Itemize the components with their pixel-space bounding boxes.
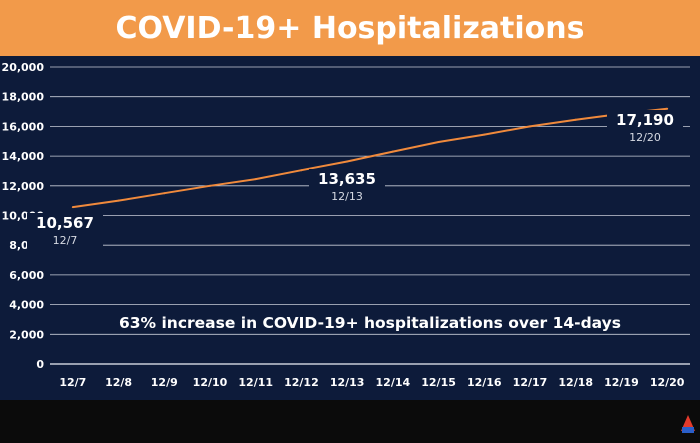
bottom-band [0, 400, 700, 443]
data-point [483, 133, 486, 136]
x-tick-label: 12/14 [376, 376, 411, 389]
data-point [71, 206, 74, 209]
chart-slide: COVID-19+ Hospitalizations 0 2,000 4,000 6,… [0, 0, 700, 400]
x-axis-ticks: 12/7 12/8 12/9 12/10 12/11 12/12 12/13 12/14 12/… [59, 376, 684, 389]
data-label-backdrop [607, 110, 683, 146]
chart-title: COVID-19+ Hospitalizations [115, 10, 585, 46]
data-label-date: 12/7 [53, 234, 78, 247]
x-tick-label: 12/9 [151, 376, 178, 389]
x-tick-label: 12/8 [105, 376, 132, 389]
title-bar: COVID-19+ Hospitalizations [0, 0, 700, 56]
x-tick-label: 12/12 [284, 376, 319, 389]
x-tick-label: 12/19 [604, 376, 639, 389]
data-point [346, 160, 349, 163]
increase-annotation: 63% increase in COVID-19+ hospitalizatio… [119, 314, 621, 332]
y-tick-label: 20,000 [2, 61, 45, 74]
y-axis-ticks: 02,0004,0006,0008,00010,00012,00014,0001… [2, 61, 45, 371]
data-label-value: 13,635 [318, 170, 376, 188]
data-labels: 10,567 12/7 13,635 12/13 17,190 12/20 [27, 110, 683, 249]
data-label-value: 17,190 [616, 111, 674, 129]
series-layer [71, 107, 669, 209]
data-point [209, 184, 211, 187]
data-point [391, 150, 394, 153]
x-tick-label: 12/11 [238, 376, 273, 389]
data-point [117, 199, 120, 202]
data-point [666, 107, 669, 110]
x-tick-label: 12/10 [193, 376, 228, 389]
data-point [437, 140, 440, 143]
y-tick-label: 12,000 [2, 180, 45, 193]
y-tick-label: 14,000 [2, 150, 45, 163]
x-tick-label: 12/18 [558, 376, 593, 389]
data-label-date: 12/20 [629, 131, 661, 144]
series-line [72, 107, 668, 209]
x-tick-label: 12/17 [513, 376, 548, 389]
data-label-backdrop [27, 213, 103, 249]
y-tick-label: 6,000 [9, 269, 44, 282]
data-label-date: 12/13 [331, 190, 363, 203]
data-label-backdrop [309, 169, 385, 205]
y-tick-label: 2,000 [9, 328, 44, 341]
data-point [529, 125, 531, 128]
x-tick-label: 12/15 [421, 376, 456, 389]
data-point [254, 178, 257, 181]
x-tick-label: 12/20 [650, 376, 685, 389]
x-tick-label: 12/7 [59, 376, 86, 389]
x-tick-label: 12/16 [467, 376, 502, 389]
data-point [163, 192, 166, 195]
data-point [300, 169, 303, 172]
y-tick-label: 4,000 [9, 299, 44, 312]
y-tick-label: 18,000 [2, 91, 45, 104]
y-tick-label: 16,000 [2, 120, 45, 133]
x-tick-label: 12/13 [330, 376, 365, 389]
all-arizona-logo-icon [681, 415, 695, 433]
y-tick-label: 0 [36, 358, 44, 371]
data-point [574, 118, 577, 121]
line-chart: 02,0004,0006,0008,00010,00012,00014,0001… [2, 61, 690, 389]
data-label-value: 10,567 [36, 214, 94, 232]
